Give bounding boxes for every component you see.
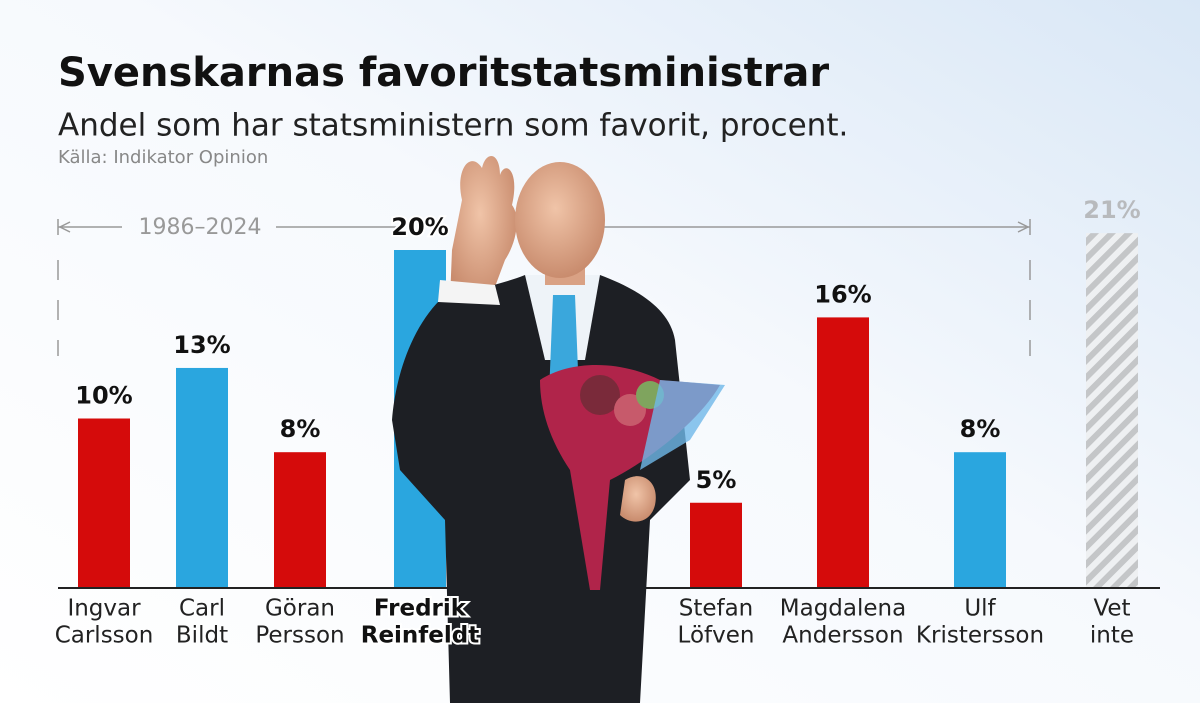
x-tick-label: Stefan	[679, 596, 754, 622]
bar	[817, 317, 869, 587]
value-label: 5%	[696, 466, 737, 494]
value-label: 16%	[814, 280, 871, 308]
bar	[690, 502, 742, 587]
chart-title: Svenskarnas favoritstatsministrar	[58, 50, 829, 96]
bar	[78, 418, 130, 587]
x-tick-label: Reinfeldt	[361, 623, 480, 649]
chart-source: Källa: Indikator Opinion	[58, 147, 268, 168]
bar	[954, 452, 1006, 587]
x-tick-label: Magdalena	[780, 596, 906, 622]
value-label: 13%	[173, 331, 230, 359]
value-label: 21%	[1083, 196, 1140, 224]
bar	[176, 367, 228, 587]
x-tick-label: Göran	[265, 596, 335, 622]
x-tick-label: Ingvar	[67, 596, 141, 622]
value-label: 8%	[280, 415, 321, 443]
bar	[1086, 233, 1138, 587]
x-tick-label: Carl	[179, 596, 225, 622]
x-tick-label: Andersson	[782, 623, 903, 649]
photo-person	[392, 155, 725, 703]
value-label: 20%	[391, 213, 448, 241]
x-tick-label: Kristersson	[916, 623, 1044, 649]
value-label: 10%	[75, 382, 132, 410]
value-label: 8%	[960, 415, 1001, 443]
x-tick-label: inte	[1090, 623, 1134, 649]
x-tick-label: Persson	[255, 623, 344, 649]
x-tick-label: Bildt	[176, 623, 228, 649]
x-tick-label: Löfven	[678, 623, 755, 649]
x-tick-label: Ulf	[964, 596, 996, 622]
chart-subtitle: Andel som har statsministern som favorit…	[58, 108, 848, 144]
x-tick-label: Vet	[1093, 596, 1130, 622]
bar	[274, 452, 326, 587]
x-tick-label: Carlsson	[55, 623, 154, 649]
period-label: 1986–2024	[139, 215, 262, 240]
period-bracket	[57, 219, 1031, 356]
x-tick-label: Fredrik	[374, 596, 467, 622]
